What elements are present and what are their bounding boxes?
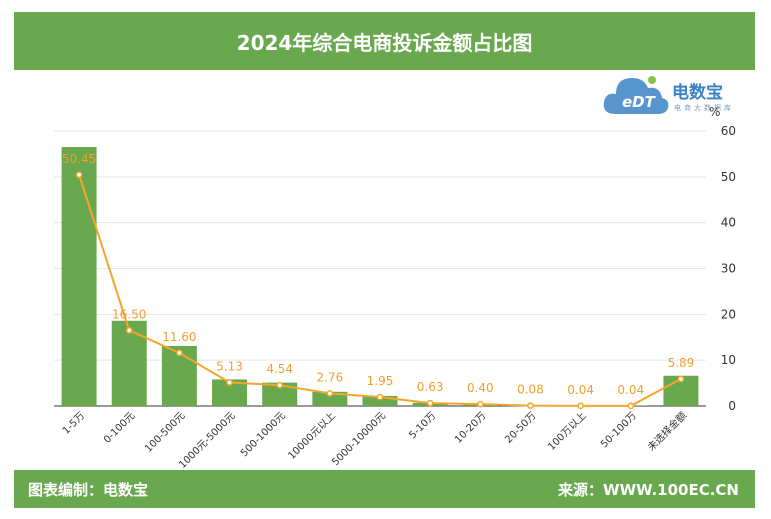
y-tick-label: 20 <box>721 307 736 321</box>
y-axis-unit: % <box>709 105 720 119</box>
line-point <box>627 402 635 410</box>
x-tick-label: 100万以上 <box>546 410 589 453</box>
x-tick-label: 1-5万 <box>61 410 87 436</box>
data-label: 2.76 <box>316 370 343 384</box>
x-tick-label: 10000元以上 <box>286 410 338 462</box>
data-label: 16.50 <box>112 307 146 321</box>
logo-subtitle: 电商大数据库 <box>674 104 734 112</box>
data-label: 4.54 <box>266 362 293 376</box>
y-tick-label: 60 <box>721 124 736 138</box>
line-point <box>326 390 334 397</box>
x-tick-label: 未选择金额 <box>644 409 689 454</box>
footer-source: 来源：WWW.100EC.CN <box>558 481 739 499</box>
data-label: 0.08 <box>517 383 544 397</box>
y-axis-ticks: 0 10 20 30 40 50 60 <box>721 124 736 413</box>
logo-mark: eDT <box>622 93 655 111</box>
grid-lines <box>54 130 706 407</box>
data-label: 0.04 <box>617 383 644 397</box>
line-point <box>176 349 183 357</box>
data-label: 0.40 <box>467 381 494 395</box>
footer-bar: 图表编制：电数宝 来源：WWW.100EC.CN <box>14 470 755 508</box>
y-tick-label: 40 <box>721 216 736 230</box>
line-point <box>226 379 233 386</box>
y-tick-label: 10 <box>721 353 736 367</box>
bar <box>312 391 348 406</box>
bar <box>61 147 97 406</box>
x-tick-label: 20-50万 <box>503 410 538 445</box>
cloud-logo-icon <box>603 76 669 114</box>
line-point <box>276 381 284 389</box>
chart-title: 2024年综合电商投诉金额占比图 <box>236 30 533 55</box>
line-point <box>125 327 133 334</box>
line-series <box>75 171 685 410</box>
x-tick-label: 10-20万 <box>453 410 488 445</box>
line-point <box>577 402 584 410</box>
x-tick-label: 5000-10000元 <box>330 410 388 468</box>
bars <box>61 147 699 406</box>
line-point <box>527 402 534 409</box>
bar <box>362 395 398 406</box>
x-tick-label: 5-10万 <box>407 410 438 441</box>
bar <box>262 382 298 406</box>
line-point <box>426 399 434 407</box>
line-point <box>75 171 83 179</box>
footer-credit: 图表编制：电数宝 <box>28 481 149 499</box>
data-label: 0.63 <box>417 380 444 394</box>
x-tick-label: 0-100元 <box>102 410 137 445</box>
logo-name: 电数宝 <box>672 83 723 103</box>
y-tick-label: 0 <box>728 399 736 413</box>
data-label: 0.04 <box>567 383 594 397</box>
y-tick-label: 50 <box>721 170 736 184</box>
data-label: 11.60 <box>162 330 196 344</box>
line-point <box>677 375 685 383</box>
y-tick-label: 30 <box>721 262 736 276</box>
line-point <box>476 400 484 408</box>
data-label: 1.95 <box>367 374 394 388</box>
x-tick-label: 50-100万 <box>599 410 639 450</box>
x-tick-label: 100-500元 <box>143 410 187 454</box>
data-label: 5.13 <box>216 359 243 373</box>
x-tick-label: 1000元-5000元 <box>177 410 237 470</box>
data-labels: 50.45 16.50 11.60 5.13 4.54 2.76 1.95 0.63 0.40 0… <box>62 152 694 397</box>
line-point <box>376 393 384 401</box>
x-tick-label: 500-1000元 <box>239 410 288 459</box>
title-bar: 2024年综合电商投诉金额占比图 <box>14 12 755 70</box>
data-label: 50.45 <box>62 152 96 166</box>
data-label: 5.89 <box>668 356 695 370</box>
